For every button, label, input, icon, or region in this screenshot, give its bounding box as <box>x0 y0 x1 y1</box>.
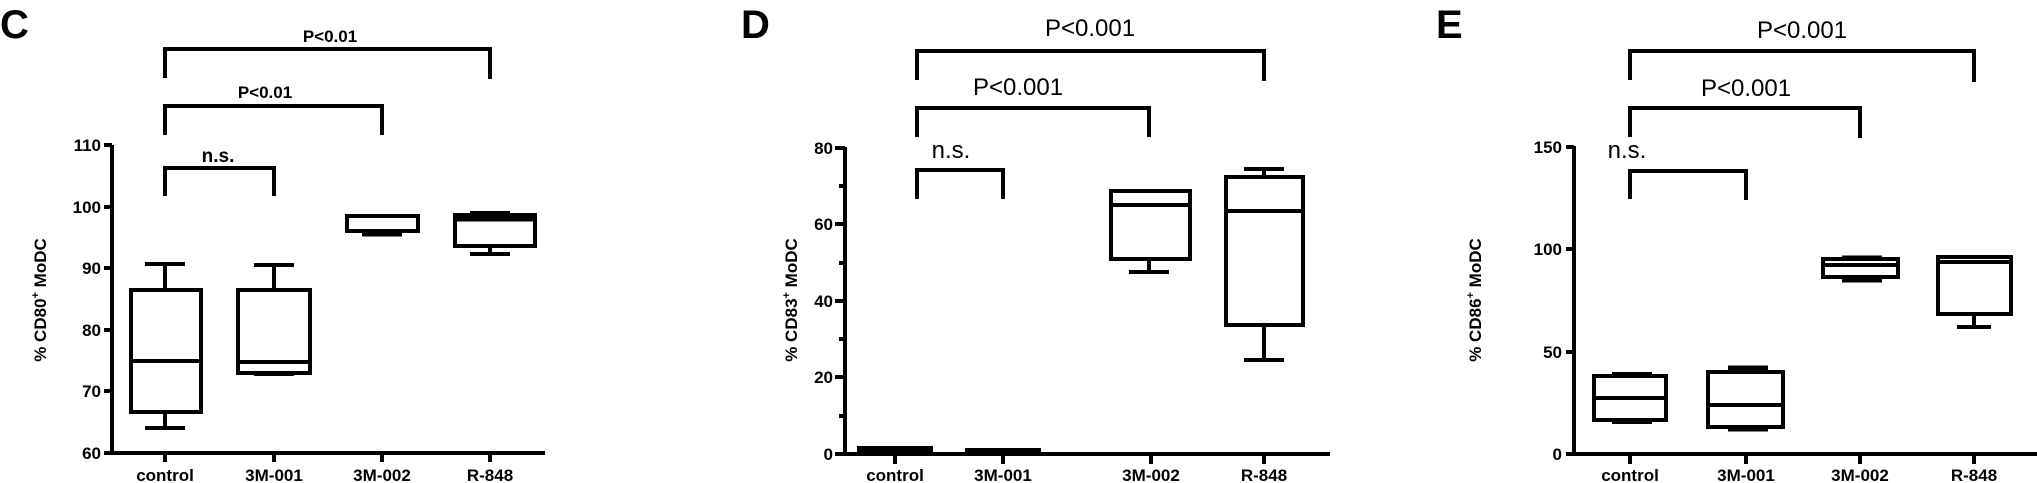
y-tick-labels-c: 60 70 80 90 100 110 <box>73 136 101 463</box>
axes-c <box>104 143 545 462</box>
sig-label-c-3m001: n.s. <box>202 146 235 167</box>
y-axis-label-d: % CD83+ MoDC <box>781 238 801 362</box>
svg-text:110: 110 <box>74 136 101 155</box>
svg-text:0: 0 <box>1553 445 1562 464</box>
box-d-control <box>857 446 933 455</box>
box-d-3m002 <box>1109 189 1192 274</box>
sig-label-c-3m002: P<0.01 <box>238 83 292 102</box>
sig-brackets-c <box>163 47 492 196</box>
boxplots-e <box>1592 255 2013 432</box>
box-e-3m001 <box>1706 365 1785 432</box>
panel-e: E % CD86+ MoDC 0 50 100 150 control 3M-0… <box>1436 3 2037 483</box>
svg-text:control: control <box>1601 466 1659 483</box>
svg-text:3M-002: 3M-002 <box>353 466 411 483</box>
y-tick-labels-d: 0 20 40 60 80 <box>814 139 833 464</box>
box-e-3m002 <box>1821 255 1900 283</box>
svg-text:50: 50 <box>1543 343 1562 362</box>
svg-text:R-848: R-848 <box>1951 466 1997 483</box>
box-e-r848 <box>1936 255 2013 329</box>
sig-label-e-r848: P<0.001 <box>1757 17 1847 44</box>
svg-text:control: control <box>136 466 194 483</box>
box-c-3m001 <box>236 263 312 376</box>
svg-text:60: 60 <box>814 215 833 234</box>
sig-label-e-3m001: n.s. <box>1608 137 1647 164</box>
sig-label-d-3m002: P<0.001 <box>973 74 1063 101</box>
y-tick-labels-e: 0 50 100 150 <box>1534 138 1562 464</box>
svg-text:100: 100 <box>73 198 101 217</box>
panel-d: D % CD83+ MoDC 0 20 40 60 <box>741 3 1330 483</box>
y-axis-label-c: % CD80+ MoDC <box>30 238 50 362</box>
svg-text:3M-001: 3M-001 <box>974 466 1032 483</box>
sig-label-d-r848: P<0.001 <box>1045 15 1135 42</box>
svg-text:R-848: R-848 <box>1241 466 1287 483</box>
svg-text:R-848: R-848 <box>467 466 513 483</box>
x-tick-labels-c: control 3M-001 3M-002 R-848 <box>136 466 513 483</box>
sig-brackets-e <box>1628 49 1976 200</box>
svg-text:80: 80 <box>814 139 833 158</box>
box-d-3m001 <box>965 448 1041 455</box>
boxplots-c <box>129 211 537 430</box>
svg-text:control: control <box>866 466 924 483</box>
svg-text:80: 80 <box>82 321 101 340</box>
svg-text:100: 100 <box>1534 240 1562 259</box>
axes-e <box>1566 145 2037 464</box>
x-tick-labels-e: control 3M-001 3M-002 R-848 <box>1601 466 1997 483</box>
sig-label-e-3m002: P<0.001 <box>1701 75 1791 102</box>
svg-text:3M-001: 3M-001 <box>1717 466 1775 483</box>
boxplots-d <box>857 167 1305 455</box>
axes-d <box>835 146 1330 464</box>
svg-text:3M-002: 3M-002 <box>1122 466 1180 483</box>
sig-label-c-r848: P<0.01 <box>303 27 357 46</box>
svg-text:3M-002: 3M-002 <box>1831 466 1889 483</box>
box-c-r848 <box>453 211 537 256</box>
svg-text:3M-001: 3M-001 <box>245 466 303 483</box>
x-tick-labels-d: control 3M-001 3M-002 R-848 <box>866 466 1287 483</box>
svg-text:40: 40 <box>814 292 833 311</box>
box-c-control <box>129 262 203 430</box>
svg-text:70: 70 <box>82 382 101 401</box>
sig-label-d-3m001: n.s. <box>932 137 971 164</box>
panel-letter-e: E <box>1436 3 1463 47</box>
svg-text:90: 90 <box>82 259 101 278</box>
svg-text:60: 60 <box>82 444 101 463</box>
box-e-control <box>1592 372 1668 424</box>
sig-brackets-d <box>915 49 1266 199</box>
svg-text:20: 20 <box>814 368 833 387</box>
box-d-r848 <box>1224 167 1305 362</box>
panel-letter-d: D <box>741 3 770 47</box>
svg-text:0: 0 <box>824 445 833 464</box>
svg-text:150: 150 <box>1534 138 1562 157</box>
panel-c: C % CD80+ MoDC 60 70 80 90 100 110 <box>0 3 545 483</box>
y-axis-label-e: % CD86+ MoDC <box>1465 238 1485 362</box>
panel-letter-c: C <box>0 3 29 47</box>
box-c-3m002 <box>345 214 420 237</box>
